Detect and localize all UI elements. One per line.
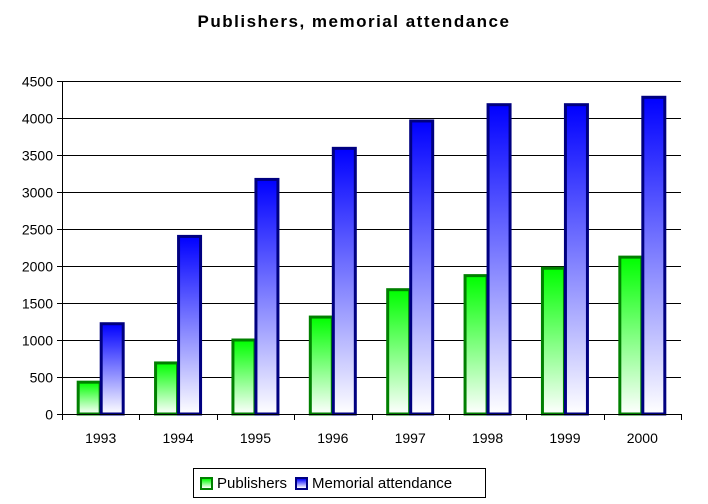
chart-legend: Publishers Memorial attendance (193, 468, 486, 498)
bar-memorial-attendance (331, 146, 357, 416)
x-tick-label: 1998 (472, 430, 503, 446)
legend-item-memorial-attendance: Memorial attendance (295, 475, 452, 492)
chart-title: Publishers, memorial attendance (197, 12, 511, 31)
bar-memorial-attendance (99, 322, 125, 416)
legend-label-memorial-attendance: Memorial attendance (312, 474, 453, 492)
y-tick-label: 4000 (22, 111, 53, 127)
bar-publishers (154, 361, 180, 416)
bar-publishers (308, 315, 334, 416)
legend-label-publishers: Publishers (217, 474, 288, 492)
y-tick-label: 1500 (22, 296, 53, 312)
x-tick-label: 1995 (240, 430, 271, 446)
x-tick-label: 1997 (395, 430, 426, 446)
bar-memorial-attendance (254, 177, 280, 416)
x-tick-label: 1993 (85, 430, 116, 446)
bar-publishers (386, 288, 412, 416)
bar-publishers (618, 255, 644, 416)
x-tick-label: 1999 (549, 430, 580, 446)
bar-publishers (463, 274, 489, 416)
x-tick-label: 2000 (627, 430, 658, 446)
bar-publishers (540, 266, 566, 416)
y-tick-label: 1000 (22, 333, 53, 349)
bar-publishers (231, 338, 257, 416)
y-tick-label: 3000 (22, 185, 53, 201)
legend-swatch-publishers (200, 476, 213, 490)
legend-swatch-memorial-attendance (295, 476, 309, 490)
x-tick-label: 1996 (317, 430, 348, 446)
bar-memorial-attendance (409, 119, 435, 416)
y-tick-label: 2000 (22, 259, 53, 275)
y-tick-label: 3500 (22, 148, 53, 164)
x-tick-label: 1994 (162, 430, 193, 446)
legend-item-publishers: Publishers (200, 475, 287, 492)
y-tick-label: 0 (45, 407, 53, 423)
bar-memorial-attendance (177, 234, 203, 416)
bar-memorial-attendance (563, 103, 589, 416)
y-tick-label: 500 (30, 370, 54, 386)
y-tick-label: 2500 (22, 222, 53, 238)
y-tick-label: 4500 (22, 74, 53, 90)
bar-publishers (76, 380, 102, 416)
bar-memorial-attendance (641, 95, 667, 416)
bar-memorial-attendance (486, 103, 512, 416)
